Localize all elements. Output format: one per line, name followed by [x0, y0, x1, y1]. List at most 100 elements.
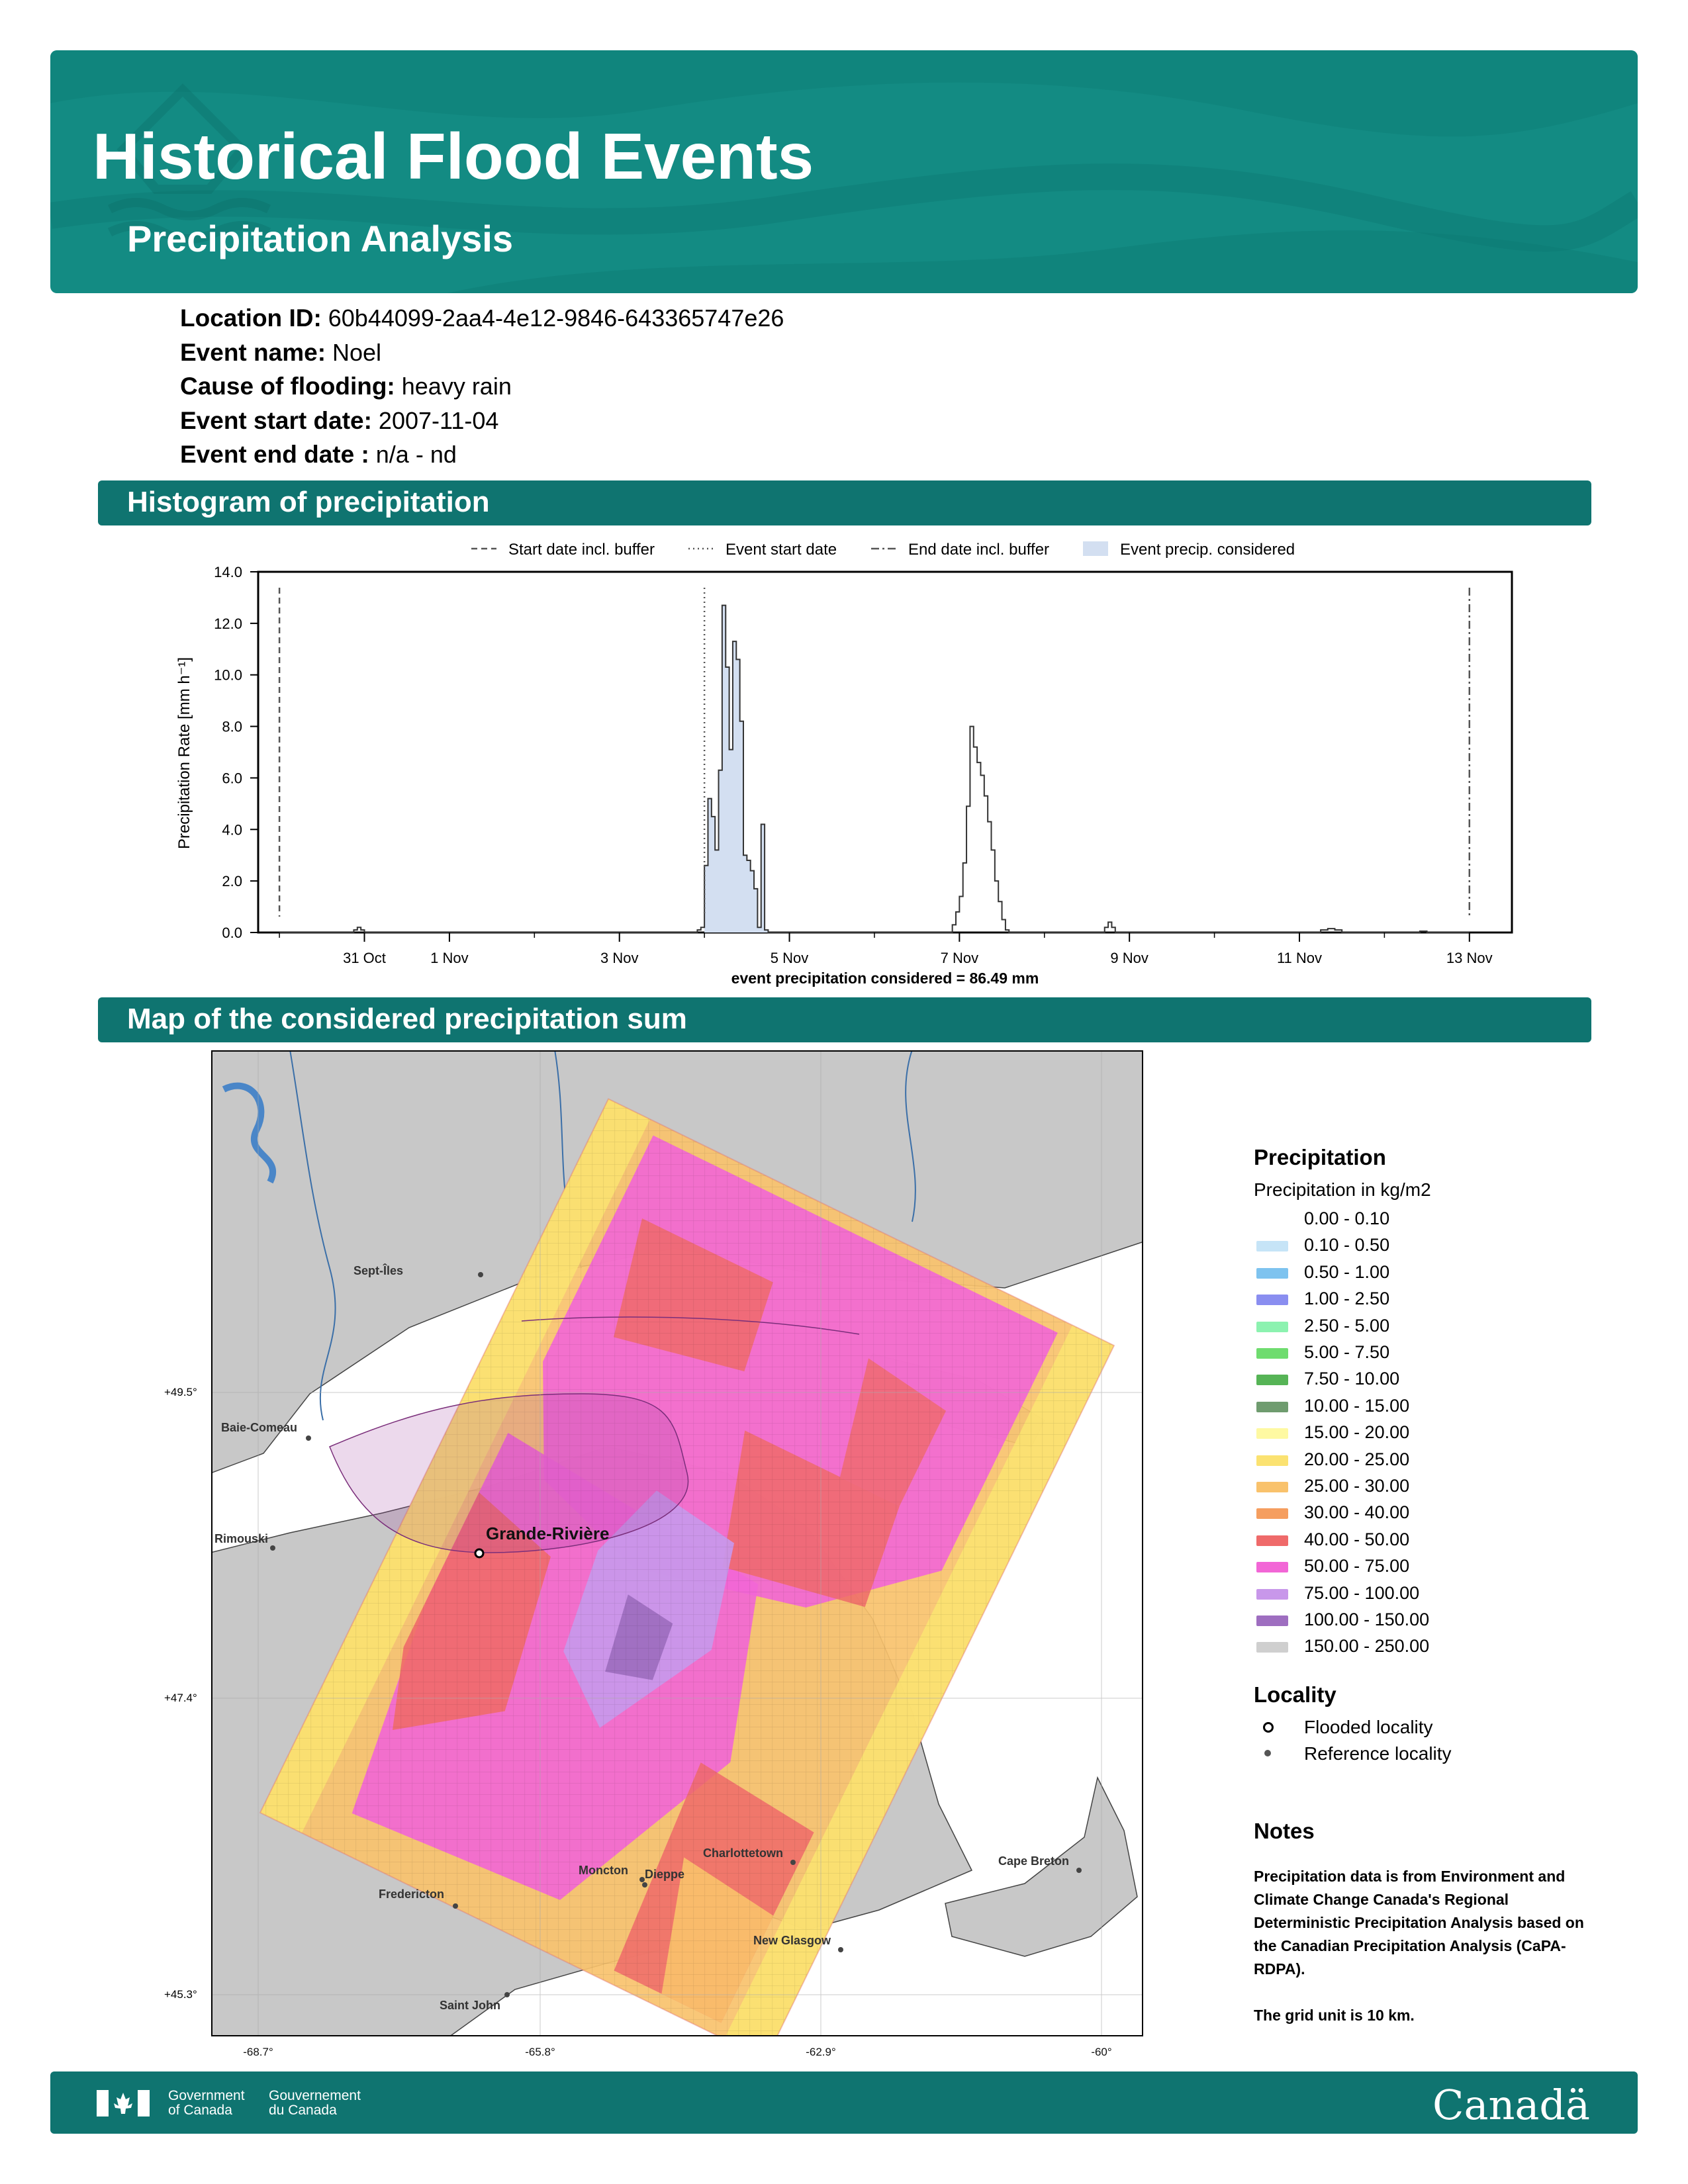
label-baie-comeau: Baie-Comeau	[221, 1421, 297, 1434]
notes-text-1: Precipitation data is from Environment a…	[1254, 1868, 1584, 1978]
lat-tick-1: +49.5°	[164, 1386, 197, 1398]
lon-tick-4: -60°	[1091, 2046, 1111, 2058]
legend-color-swatch	[1256, 1375, 1288, 1386]
end-date-label: Event end date :	[180, 441, 369, 468]
canada-wordmark: Canadä	[1432, 2081, 1590, 2129]
y-tick-label: 6.0	[222, 770, 242, 786]
legend-class-row: 75.00 - 100.00	[1254, 1583, 1532, 1607]
legend-class-label: 0.50 - 1.00	[1304, 1261, 1390, 1282]
legend-class-row: 20.00 - 25.00	[1254, 1449, 1532, 1473]
legend-class-label: 20.00 - 25.00	[1304, 1449, 1410, 1469]
x-tick-label: 3 Nov	[600, 950, 638, 966]
footer: Government of Canada Gouvernement du Can…	[50, 2071, 1638, 2134]
header-banner: Historical Flood Events Precipitation An…	[50, 50, 1638, 293]
y-axis-label: Precipitation Rate [mm h⁻¹]	[175, 657, 193, 849]
legend-class-label: 40.00 - 50.00	[1304, 1529, 1410, 1549]
legend-color-swatch	[1256, 1348, 1288, 1359]
page-subtitle: Precipitation Analysis	[127, 218, 513, 259]
legend-color-swatch	[1256, 1615, 1288, 1626]
legend-class-row: 5.00 - 7.50	[1254, 1342, 1532, 1366]
end-date-row: Event end date : n/a - nd	[180, 441, 457, 469]
legend-color-swatch	[1256, 1642, 1288, 1653]
label-fredericton: Fredericton	[379, 1888, 444, 1901]
flood-house-icon	[107, 83, 271, 244]
legend-color-swatch	[1256, 1267, 1288, 1279]
legend-class-row: 150.00 - 250.00	[1254, 1636, 1532, 1660]
legend-class-label: 30.00 - 40.00	[1304, 1502, 1410, 1523]
legend-class-label: 15.00 - 20.00	[1304, 1422, 1410, 1443]
legend-color-swatch	[1256, 1562, 1288, 1573]
legend-class-label: 0.00 - 0.10	[1304, 1208, 1390, 1228]
river-1	[289, 1051, 336, 1421]
legend-color-swatch	[1256, 1588, 1288, 1600]
marker-new-glasgow	[838, 1947, 843, 1952]
legend-color-swatch	[1256, 1321, 1288, 1332]
label-cape-breton: Cape Breton	[998, 1854, 1069, 1868]
legend-subtitle: Precipitation in kg/m2	[1254, 1179, 1431, 1200]
event-name-row: Event name: Noel	[180, 339, 381, 367]
lon-tick-2: -65.8°	[525, 2046, 555, 2058]
legend-class-label: 7.50 - 10.00	[1304, 1369, 1400, 1389]
location-id-label: Location ID:	[180, 304, 322, 332]
legend-flooded-label: Flooded locality	[1304, 1717, 1433, 1737]
x-tick-label: 11 Nov	[1277, 950, 1322, 966]
x-tick-label: 9 Nov	[1110, 950, 1148, 966]
label-grande-riviere: Grande-Rivière	[486, 1524, 609, 1543]
chart-legend: Start date incl. buffer Event start date…	[471, 541, 1295, 559]
plot-area	[257, 570, 1513, 934]
precipitation-histogram: Start date incl. buffer Event start date…	[175, 541, 1513, 987]
lon-tick-1: -68.7°	[243, 2046, 273, 2058]
marker-baie-comeau	[306, 1435, 311, 1441]
legend-class-label: 75.00 - 100.00	[1304, 1582, 1420, 1603]
legend-color-swatch	[1256, 1455, 1288, 1466]
legend-color-swatch	[1256, 1535, 1288, 1546]
legend-class-row: 0.00 - 0.10	[1254, 1208, 1532, 1232]
histogram-section-header: Histogram of precipitation	[98, 480, 1591, 525]
map-frame	[211, 1050, 1143, 2036]
y-tick-label: 0.0	[222, 925, 242, 941]
river-3	[905, 1051, 916, 1222]
legend-class-label: 10.00 - 15.00	[1304, 1395, 1410, 1416]
locality-title: Locality	[1254, 1682, 1336, 1707]
legend-class-row: 15.00 - 20.00	[1254, 1422, 1532, 1446]
label-rimouski: Rimouski	[214, 1532, 268, 1545]
marker-rimouski	[270, 1545, 275, 1551]
legend-class-row: 30.00 - 40.00	[1254, 1502, 1532, 1526]
map-section-header: Map of the considered precipitation sum	[98, 997, 1591, 1042]
x-axis-label: event precipitation considered = 86.49 m…	[731, 970, 1039, 987]
cause-label: Cause of flooding:	[180, 373, 395, 400]
wave-pattern	[50, 50, 1638, 293]
legend-end-buffer: End date incl. buffer	[908, 541, 1049, 559]
legend-color-swatch	[1256, 1508, 1288, 1520]
legend-class-label: 25.00 - 30.00	[1304, 1476, 1410, 1496]
label-new-glasgow: New Glasgow	[753, 1934, 831, 1947]
legend-class-row: 10.00 - 15.00	[1254, 1396, 1532, 1420]
marker-fredericton	[453, 1903, 458, 1909]
end-date-value: n/a - nd	[375, 441, 457, 468]
legend-event-start: Event start date	[726, 541, 837, 559]
x-tick-label: 7 Nov	[941, 950, 978, 966]
legend-class-label: 50.00 - 75.00	[1304, 1556, 1410, 1576]
graticule	[212, 1051, 1143, 2036]
x-tick-label: 31 Oct	[343, 950, 386, 966]
notes-text-2: The grid unit is 10 km.	[1254, 2007, 1415, 2024]
lat-tick-2: +47.4°	[164, 1692, 197, 1704]
label-sept-iles: Sept-Îles	[353, 1263, 403, 1277]
legend-class-row: 0.50 - 1.00	[1254, 1262, 1532, 1286]
location-id-row: Location ID: 60b44099-2aa4-4e12-9846-6433…	[180, 304, 784, 332]
notes-title: Notes	[1254, 1819, 1315, 1843]
legend-class-row: 2.50 - 5.00	[1254, 1316, 1532, 1340]
precipitation-map: Grande-Rivière Sept-Îles Baie-Comeau Rim…	[211, 1050, 1143, 2058]
legend-color-swatch	[1256, 1241, 1288, 1252]
page-title: Historical Flood Events	[93, 120, 814, 193]
lon-tick-3: -62.9°	[806, 2046, 836, 2058]
location-id-value: 60b44099-2aa4-4e12-9846-643365747e26	[328, 304, 784, 332]
event-name-value: Noel	[332, 339, 382, 366]
shore-outline	[521, 1316, 860, 1335]
legend-color-swatch	[1256, 1401, 1288, 1412]
flooded-marker-icon	[1263, 1722, 1274, 1733]
legend-class-row: 25.00 - 30.00	[1254, 1476, 1532, 1500]
cause-value: heavy rain	[401, 373, 512, 400]
start-date-value: 2007-11-04	[378, 407, 499, 434]
y-tick-label: 2.0	[222, 873, 242, 889]
